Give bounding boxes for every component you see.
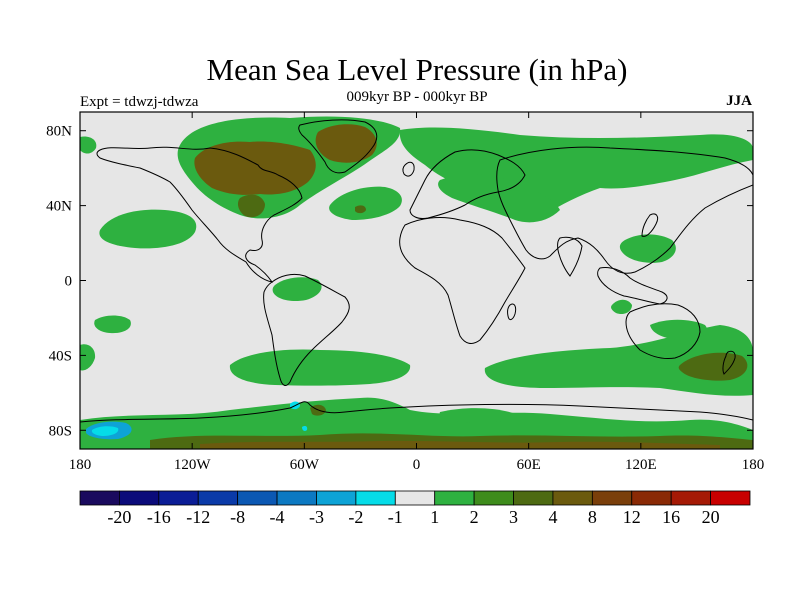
- lon-tick-label: 60E: [517, 457, 541, 473]
- coast-africa: [399, 217, 526, 344]
- colorbar-label: 3: [509, 507, 518, 527]
- colorbar-label: 1: [430, 507, 439, 527]
- field-east-antarctic: [439, 408, 520, 423]
- lat-tick-label: 40S: [49, 348, 72, 364]
- coast-australia: [625, 303, 701, 359]
- colorbar-label: -3: [309, 507, 324, 527]
- colorbar-swatch: [631, 490, 672, 506]
- colorbar-swatch: [197, 490, 239, 506]
- colorbar-label: -2: [348, 507, 363, 527]
- colorbar-swatch: [276, 490, 317, 506]
- coastlines: [80, 119, 753, 423]
- lon-tick-label: 60W: [290, 457, 320, 473]
- colorbar-swatch: [119, 490, 160, 506]
- colorbar: -20 -16 -12 -8 -4 -3 -2 -1 1 2 3 4 8 12 16 20: [79, 490, 751, 527]
- lon-tick-label: 180: [69, 457, 92, 473]
- field-west-pacific-south: [94, 315, 131, 334]
- lon-axis: 180 120W 60W 0 60E 120E 180: [69, 112, 765, 473]
- lat-axis: 80N 40N 0 40S 80S: [46, 124, 753, 439]
- colorbar-label: -20: [107, 507, 131, 527]
- chart-title: Mean Sea Level Pressure (in hPa): [206, 52, 628, 87]
- coast-southeast-asia: [597, 267, 668, 305]
- coast-antarctica: [80, 401, 753, 423]
- lon-tick-label: 120E: [625, 457, 657, 473]
- field-south-pacific-edge: [80, 344, 96, 371]
- lat-tick-label: 0: [65, 274, 73, 290]
- colorbar-label: 20: [702, 507, 720, 527]
- coast-south-america: [263, 273, 350, 386]
- colorbar-swatch: [355, 490, 396, 506]
- season-label: JJA: [726, 93, 752, 109]
- lon-tick-label: 0: [413, 457, 421, 473]
- colorbar-swatch: [513, 490, 554, 506]
- colorbar-swatch: [79, 490, 120, 506]
- coast-greenland: [298, 119, 378, 174]
- colorbar-swatch: [316, 490, 357, 506]
- field-south-indian: [484, 325, 753, 396]
- colorbar-swatch: [394, 490, 436, 506]
- coast-north-america: [96, 146, 303, 283]
- field-new-zealand-high: [678, 352, 748, 381]
- field-na-ridge: [237, 194, 265, 218]
- field-atlantic-dot: [355, 205, 366, 214]
- colorbar-swatch: [710, 490, 751, 506]
- lat-tick-label: 80N: [46, 124, 72, 140]
- field-antarctic-core: [200, 440, 720, 449]
- experiment-label: Expt = tdwzj-tdwza: [80, 94, 199, 110]
- field-south-atlantic: [229, 349, 411, 386]
- colorbar-label: 16: [662, 507, 680, 527]
- colorbar-label: -1: [388, 507, 403, 527]
- colorbar-label: 8: [588, 507, 597, 527]
- chart-subtitle: 009kyr BP - 000kyr BP: [346, 89, 488, 105]
- colorbar-label: 4: [548, 507, 557, 527]
- coast-india: [557, 236, 583, 277]
- field-north-atlantic: [329, 186, 402, 220]
- colorbar-label: -8: [230, 507, 245, 527]
- field-south-america: [272, 277, 322, 302]
- field-arctic-coast: [80, 136, 97, 154]
- colorbar-swatch: [434, 490, 475, 506]
- coast-new-zealand: [722, 350, 736, 375]
- field-ross-sea-core: [91, 426, 119, 436]
- field-weddell-dot: [302, 426, 308, 431]
- colorbar-swatch: [591, 490, 633, 506]
- field-greenland-core: [315, 124, 377, 163]
- field-europe-asia: [438, 174, 560, 223]
- lat-tick-label: 80S: [49, 423, 72, 439]
- coast-japan: [641, 213, 659, 237]
- field-north-pacific: [99, 209, 197, 249]
- colorbar-swatch: [237, 490, 278, 506]
- colorbar-label: -16: [147, 507, 171, 527]
- coast-asia: [496, 146, 753, 274]
- lat-tick-label: 40N: [46, 199, 72, 215]
- colorbar-swatch: [158, 490, 199, 506]
- field-na-core: [194, 141, 316, 195]
- coast-europe: [409, 149, 526, 219]
- colorbar-label: -12: [186, 507, 210, 527]
- colorbar-label: 2: [470, 507, 479, 527]
- lon-tick-label: 120W: [174, 457, 212, 473]
- colorbar-label: -4: [270, 507, 285, 527]
- lon-tick-label: 180: [742, 457, 765, 473]
- colorbar-swatch: [670, 490, 711, 506]
- colorbar-swatch: [473, 490, 514, 506]
- field-indian: [611, 299, 632, 315]
- colorbar-label: 12: [623, 507, 641, 527]
- coast-uk: [402, 161, 415, 177]
- colorbar-swatch: [552, 490, 593, 506]
- field-australia-south: [650, 319, 708, 340]
- coast-madagascar: [507, 303, 517, 321]
